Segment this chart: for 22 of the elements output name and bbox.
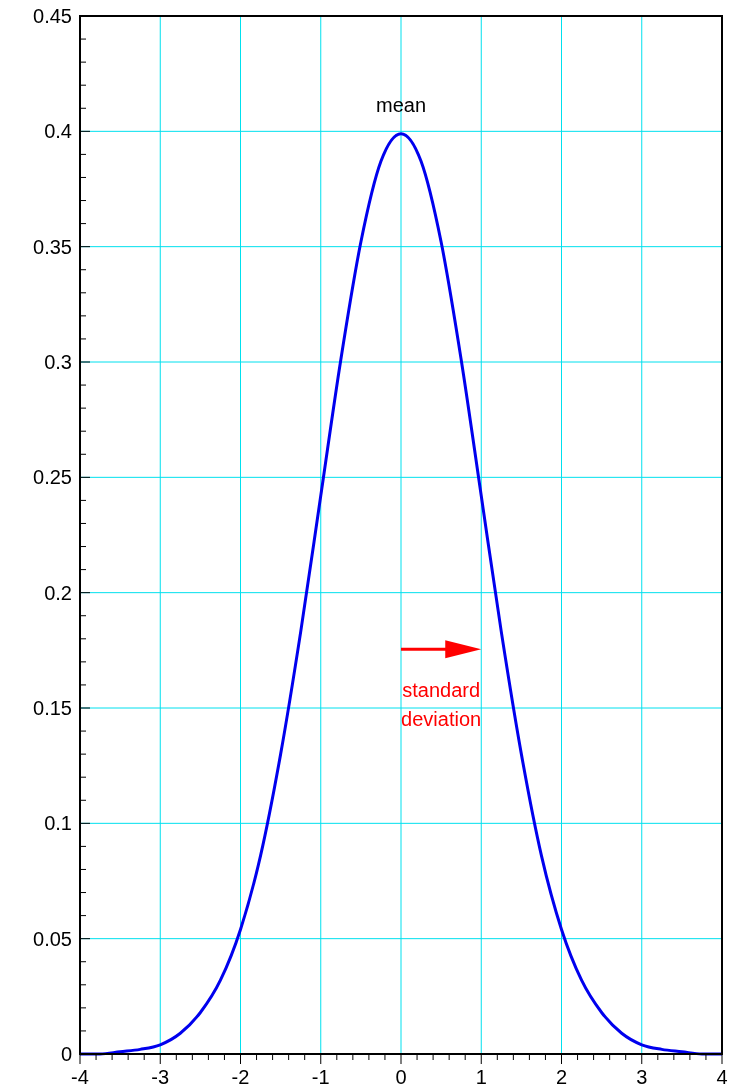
x-tick-label: 2 xyxy=(555,1066,568,1088)
x-tick-label: 4 xyxy=(716,1066,728,1088)
x-tick-label: 0 xyxy=(395,1066,407,1088)
y-tick-label: 0.4 xyxy=(44,120,72,143)
y-tick-label: 0.15 xyxy=(33,697,72,719)
y-tick-label: 0.3 xyxy=(44,351,72,373)
x-tick-label: -2 xyxy=(231,1066,250,1088)
x-tick-label: 1 xyxy=(475,1066,487,1088)
y-tick-label: 0.45 xyxy=(33,5,72,27)
x-tick-label: -4 xyxy=(71,1066,89,1088)
x-tick-label: -1 xyxy=(311,1066,330,1088)
annotation: mean xyxy=(375,93,427,116)
y-tick-label: 0.1 xyxy=(44,812,72,835)
line-series xyxy=(78,132,724,1056)
annotation: standard deviation xyxy=(401,679,482,731)
y-tick-label: 0.05 xyxy=(33,927,72,950)
y-tick-label: 0.2 xyxy=(44,581,72,604)
x-tick-label: 3 xyxy=(636,1066,648,1088)
x-tick-label: -3 xyxy=(151,1066,170,1088)
y-tick-label: 0 xyxy=(60,1043,72,1065)
y-tick-label: 0.25 xyxy=(33,466,72,489)
y-tick-label: 0.35 xyxy=(33,235,72,258)
